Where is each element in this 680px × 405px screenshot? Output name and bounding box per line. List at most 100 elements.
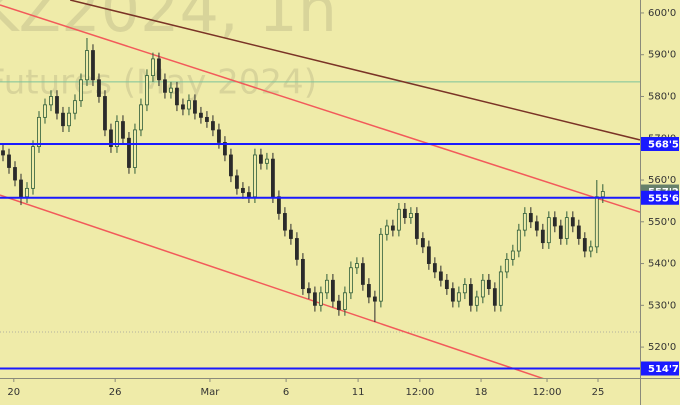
candle-body <box>115 121 119 148</box>
candle-body <box>103 96 107 131</box>
candle-body <box>450 288 455 302</box>
candle-body <box>265 158 269 164</box>
candle-body <box>498 271 503 306</box>
candle-body <box>73 100 77 114</box>
candle-body <box>588 246 593 252</box>
candle-body <box>235 175 239 189</box>
candle-body <box>582 238 587 252</box>
x-tick-label: 12:00 <box>405 387 434 398</box>
x-tick-label: 11 <box>352 387 365 398</box>
candle-body <box>342 292 347 310</box>
candle-body <box>223 142 227 156</box>
candle-body <box>79 79 83 102</box>
x-tick-label: 18 <box>475 387 488 398</box>
candle-body <box>49 96 53 106</box>
trend-line <box>69 0 640 141</box>
candle-body <box>384 225 389 235</box>
price-label: 514'7 <box>648 364 679 375</box>
candle-body <box>133 129 137 168</box>
candle-body <box>259 154 263 164</box>
candle-body <box>301 258 305 290</box>
candle-body <box>163 79 167 93</box>
y-tick-label: 580'0 <box>648 91 676 102</box>
candle-body <box>283 213 287 231</box>
candle-body <box>372 296 377 302</box>
price-label: 568'5 <box>648 139 679 150</box>
candle-body <box>85 50 89 81</box>
price-label-bg <box>641 361 679 376</box>
candle-body <box>318 292 323 306</box>
candle-body <box>127 137 131 168</box>
candle-body <box>414 213 419 239</box>
candle-body <box>241 187 245 193</box>
x-tick-label: 12:00 <box>533 387 562 398</box>
candle-body <box>336 300 341 310</box>
price-label: 555'6 <box>648 193 679 204</box>
watermark-title: KZ2024, 1h <box>0 0 337 46</box>
candle-body <box>145 75 149 106</box>
candle-body <box>7 154 11 168</box>
candle-body <box>366 284 371 298</box>
candle-body <box>600 191 605 198</box>
candle-body <box>492 288 497 306</box>
candle-body <box>396 208 401 231</box>
candle-body <box>187 100 191 110</box>
candle-body <box>217 129 221 143</box>
candle-body <box>378 233 383 302</box>
y-tick-label: 540'0 <box>648 259 676 270</box>
candle-body <box>510 250 515 260</box>
candle-body <box>522 213 527 231</box>
candle-body <box>468 284 473 306</box>
candle-body <box>151 58 155 77</box>
candle-body <box>528 213 533 223</box>
x-tick-label: 20 <box>7 387 20 398</box>
y-tick-label: 600'0 <box>648 8 676 19</box>
candle-body <box>253 154 257 198</box>
candle-body <box>594 196 599 248</box>
candle-body <box>534 221 539 231</box>
candle-body <box>462 284 467 294</box>
candle-body <box>516 229 521 252</box>
trend-line <box>0 4 640 213</box>
candle-body <box>37 116 41 148</box>
candle-body <box>55 96 59 114</box>
candle-body <box>229 154 233 177</box>
candle-body <box>570 217 575 227</box>
x-tick-label: 25 <box>592 387 605 398</box>
candle-body <box>307 288 311 294</box>
price-label-bg <box>641 136 679 151</box>
candle-body <box>139 104 143 131</box>
x-tick-label: Mar <box>200 387 220 398</box>
y-tick-label: 560'0 <box>648 175 676 186</box>
candle-body <box>97 79 101 97</box>
candle-body <box>121 121 125 139</box>
candle-body <box>211 121 215 131</box>
candle-body <box>360 263 365 285</box>
candle-body <box>330 279 335 302</box>
candle-body <box>540 229 545 244</box>
candle-body <box>13 167 17 181</box>
candle-body <box>181 104 185 110</box>
candle-body <box>558 225 563 239</box>
price-label-bg <box>641 190 679 205</box>
candle-body <box>61 112 65 127</box>
candle-body <box>25 187 29 198</box>
candle-body <box>564 217 569 239</box>
y-tick-label: 520'0 <box>648 342 676 353</box>
candle-body <box>295 238 299 260</box>
candle-body <box>348 267 353 294</box>
candle-body <box>552 217 557 227</box>
trend-line <box>0 194 544 378</box>
candle-body <box>169 87 173 93</box>
candle-body <box>474 296 479 306</box>
candle-body <box>354 263 359 269</box>
x-tick-label: 26 <box>109 387 122 398</box>
candle-body <box>438 271 443 281</box>
candle-body <box>444 279 449 290</box>
candle-body <box>1 150 5 156</box>
candle-body <box>420 238 425 248</box>
candle-body <box>324 279 329 294</box>
candle-body <box>426 246 431 264</box>
